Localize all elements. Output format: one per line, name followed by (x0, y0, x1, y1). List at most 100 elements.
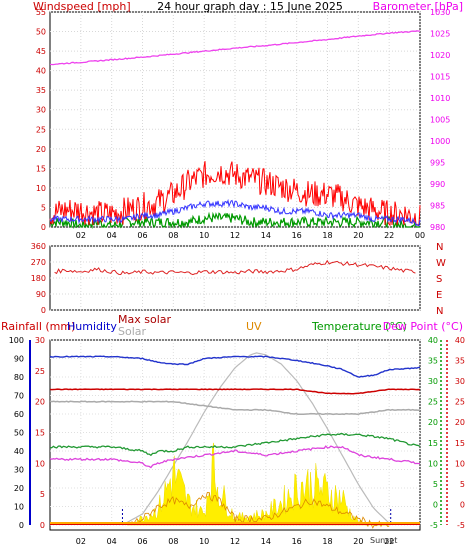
compass-label: E (436, 290, 442, 301)
wind-x-tick-label: 22 (384, 231, 394, 240)
wind-tick-label: 30 (36, 106, 46, 115)
temperature-tick-label: -5 (430, 521, 438, 530)
dew-point-tick-label: 10 (455, 459, 465, 468)
rain-tick-label: 15 (35, 429, 45, 438)
direction-panel-tick-labels: 0 N 90 E 180 S 270 W 360 N (31, 242, 446, 317)
dew-point-tick-label: 15 (455, 439, 465, 448)
compass-label: S (436, 274, 442, 285)
barometer-series-line (49, 30, 421, 66)
wind-x-tick-label: 04 (107, 231, 117, 240)
barometer-tick-label: 1020 (430, 51, 450, 60)
climate-x-tick-label: 20 (353, 537, 363, 546)
compass-label: N (436, 306, 443, 317)
temperature-label: Temperature (°C) (311, 320, 407, 333)
wind-tick-label: 10 (36, 184, 46, 193)
humidity-label: Humidity (67, 320, 117, 333)
wind-panel-series (49, 30, 421, 230)
direction-tick-label: 270 (31, 258, 46, 267)
direction-tick-label: 360 (31, 242, 46, 251)
barometer-tick-label: 1025 (430, 30, 450, 39)
wind-tick-label: 0 (41, 223, 46, 232)
wind_max-series-line (49, 161, 421, 227)
wind-tick-label: 50 (36, 28, 46, 37)
humidity-tick-label: 40 (14, 447, 24, 456)
barometer-tick-label: 990 (430, 180, 445, 189)
dew-point-series-line (49, 445, 421, 469)
barometer-tick-label: 1005 (430, 116, 450, 125)
direction-tick-label: 90 (36, 290, 46, 299)
wind-tick-label: 45 (36, 47, 46, 56)
wind-direction-series-line (54, 259, 416, 276)
temperature-tick-label: 0 (433, 500, 438, 509)
dew-point-tick-label: 30 (455, 377, 465, 386)
wind-panel-frame (49, 11, 421, 228)
temperature-tick-label: 25 (428, 398, 438, 407)
dew-point-tick-label: 35 (455, 357, 465, 366)
barometer-tick-label: 995 (430, 159, 445, 168)
windspeed-title: Windspeed [mph] (33, 0, 131, 13)
direction-tick-label: 180 (31, 274, 46, 283)
barometer-tick-label: 1000 (430, 137, 450, 146)
rain-tick-label: 25 (35, 367, 45, 376)
dew-point-tick-label: 20 (455, 418, 465, 427)
wind-x-tick-label: 10 (199, 231, 209, 240)
wind-tick-label: 5 (41, 203, 46, 212)
graph-title: 24 hour graph day : 15 June 2025 (157, 0, 343, 13)
temperature-series-line (50, 432, 421, 457)
climate-x-tick-label: 14 (261, 537, 271, 546)
humidity-tick-label: 80 (14, 373, 24, 382)
barometer-tick-label: 985 (430, 202, 445, 211)
wind-x-tick-label: 08 (168, 231, 178, 240)
climate-x-tick-label: 08 (168, 537, 178, 546)
dew-point-label: Dew Point (°C) (383, 320, 463, 333)
temperature-tick-label: 40 (428, 336, 438, 345)
wind-x-tick-label: 00 (415, 231, 425, 240)
dew-point-tick-label: 5 (460, 480, 465, 489)
dew-point-tick-label: 0 (460, 500, 465, 509)
wind-x-tick-label: 20 (353, 231, 363, 240)
temperature-tick-label: 5 (433, 480, 438, 489)
direction-panel-series (54, 259, 416, 276)
wind-x-tick-label: 02 (76, 231, 86, 240)
temperature-tick-label: 15 (428, 439, 438, 448)
sunrise-marker-label: Sunset (370, 536, 397, 545)
dew-point-tick-label: 40 (455, 336, 465, 345)
wind-tick-label: 25 (36, 125, 46, 134)
max-solar-reading-line (49, 400, 421, 416)
humidity-tick-label: 60 (14, 410, 24, 419)
barometer-tick-label: 1010 (430, 94, 450, 103)
rainfall-label: Rainfall (mm) (1, 320, 75, 333)
max-solar-curve (122, 352, 392, 526)
climate-x-tick-label: 18 (322, 537, 332, 546)
humidity-tick-label: 70 (14, 392, 24, 401)
wind-panel-tick-labels: 0510152025303540455055980985990995100010… (36, 8, 451, 240)
wind-tick-label: 55 (36, 8, 46, 17)
climate-panel-grid (29, 339, 448, 526)
uv-series-line (126, 491, 390, 529)
humidity-tick-label: 20 (14, 484, 24, 493)
wind-tick-label: 40 (36, 67, 46, 76)
compass-label: W (436, 258, 446, 269)
climate-x-tick-label: 12 (230, 537, 240, 546)
wind-x-tick-label: 06 (137, 231, 147, 240)
humidity-tick-label: 90 (14, 355, 24, 364)
humidity-tick-label: 0 (19, 521, 24, 530)
wind-x-tick-label: 16 (292, 231, 302, 240)
barometer-tick-label: 980 (430, 223, 445, 232)
barometer-title: Barometer [hPa] (373, 0, 463, 13)
humidity-tick-label: 10 (14, 503, 24, 512)
rain-tick-label: 0 (40, 521, 45, 530)
climate-x-tick-label: 06 (137, 537, 147, 546)
rain-tick-label: 20 (35, 398, 45, 407)
climate-x-tick-label: 04 (107, 537, 117, 546)
dew-point-tick-label: -5 (457, 521, 465, 530)
rain-tick-label: 30 (35, 336, 45, 345)
wind-x-tick-label: 14 (261, 231, 271, 240)
wind-tick-label: 20 (36, 145, 46, 154)
rain-tick-label: 10 (35, 459, 45, 468)
climate-x-tick-label: 22 (384, 537, 394, 546)
wind_low-series-line (49, 211, 420, 230)
dew-point-tick-label: 25 (455, 398, 465, 407)
wind_avg-series-line (49, 198, 421, 227)
